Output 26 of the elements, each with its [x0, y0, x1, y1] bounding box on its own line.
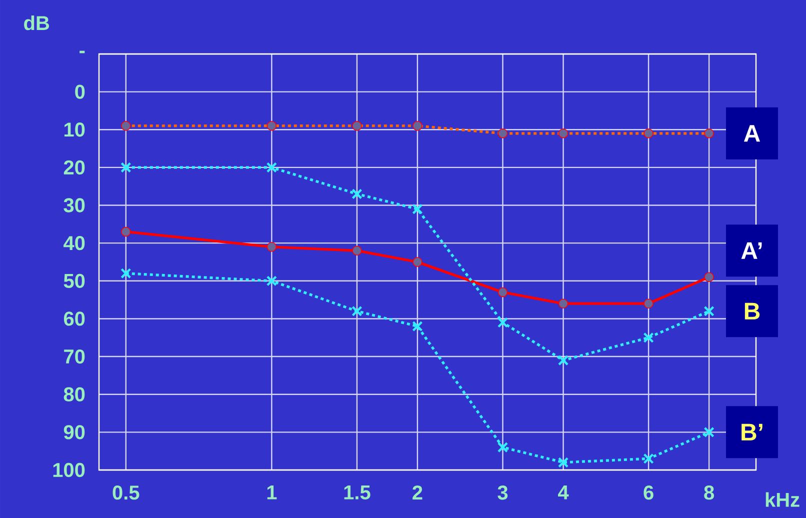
y-tick-label: - — [80, 50, 85, 54]
y-tick-label: 20 — [64, 160, 85, 175]
y-tick-label: 80 — [64, 387, 85, 402]
y-tick-label: 60 — [64, 312, 85, 326]
y-tick-label: 40 — [64, 236, 85, 250]
series-label: A’ — [741, 242, 762, 259]
y-tick-label: 100 — [53, 462, 85, 478]
x-tick-label: 0.5 — [112, 486, 140, 500]
series-label: B’ — [742, 424, 762, 440]
x-tick-label: 2 — [412, 486, 422, 500]
x-tick-label: 4 — [558, 486, 569, 500]
x-tick-label: 8 — [704, 486, 714, 500]
x-tick-label: 1 — [267, 486, 277, 500]
x-tick-label: 3 — [498, 486, 508, 500]
y-axis-title: dB — [24, 15, 50, 30]
x-axis-title: kHz — [766, 492, 800, 507]
y-tick-label: 10 — [64, 122, 85, 137]
x-tick-label: 1.5 — [344, 486, 370, 500]
series-label: B — [744, 302, 760, 320]
series-label: A — [744, 125, 760, 142]
x-tick-label: 6 — [644, 486, 654, 500]
y-tick-label: 70 — [64, 349, 85, 364]
y-tick-label: 30 — [64, 198, 85, 212]
y-tick-label: 50 — [64, 274, 85, 288]
y-tick-label: 0 — [75, 84, 85, 99]
y-tick-label: 90 — [64, 425, 85, 440]
